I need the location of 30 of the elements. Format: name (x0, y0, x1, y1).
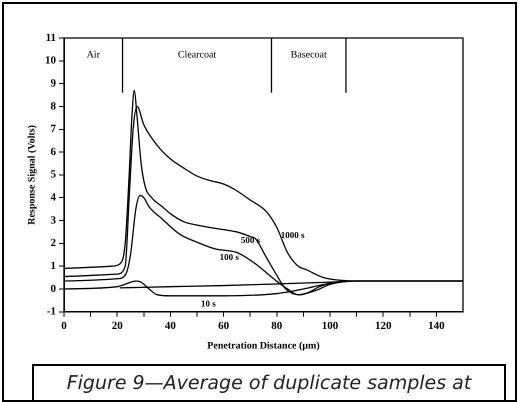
y-tick-label: 11 (46, 32, 56, 44)
x-tick-label: 0 (61, 320, 68, 332)
y-tick-label: 4 (50, 192, 56, 204)
x-tick-label: 20 (112, 320, 124, 332)
y-tick-label: 6 (50, 146, 56, 158)
annotation: 10 s (201, 298, 216, 309)
y-tick-label: 8 (50, 100, 56, 112)
y-axis-title: Response Signal (Volts) (26, 125, 38, 225)
annotation: 100 s (220, 252, 240, 262)
y-tick-label: 5 (50, 168, 56, 181)
y-tick-label: 2 (50, 237, 56, 250)
y-tick-label: 0 (50, 282, 56, 295)
caption: Figure 9—Average of duplicate samples at (32, 364, 506, 402)
x-tick-label: 140 (428, 320, 446, 332)
y-tick-label: 9 (50, 77, 56, 90)
y-tick-label: 10 (45, 54, 56, 67)
x-tick-label: 120 (374, 320, 392, 332)
x-axis-title: Penetration Distance (µm) (207, 340, 320, 352)
x-tick-label: 80 (271, 320, 283, 332)
y-tick-label: 7 (50, 123, 56, 136)
annotation: Air (86, 50, 101, 61)
annotation: 1000 s (280, 230, 306, 240)
y-tick-label: 3 (50, 214, 56, 226)
x-tick-label: 40 (164, 320, 176, 332)
x-tick-label: 100 (322, 320, 339, 332)
y-tick-label: 1 (50, 260, 56, 272)
y-tick-label: -1 (46, 306, 56, 318)
annotation: Basecoat (290, 50, 327, 61)
x-tick-label: 60 (218, 320, 230, 332)
annotation: Clearcoat (178, 50, 216, 61)
